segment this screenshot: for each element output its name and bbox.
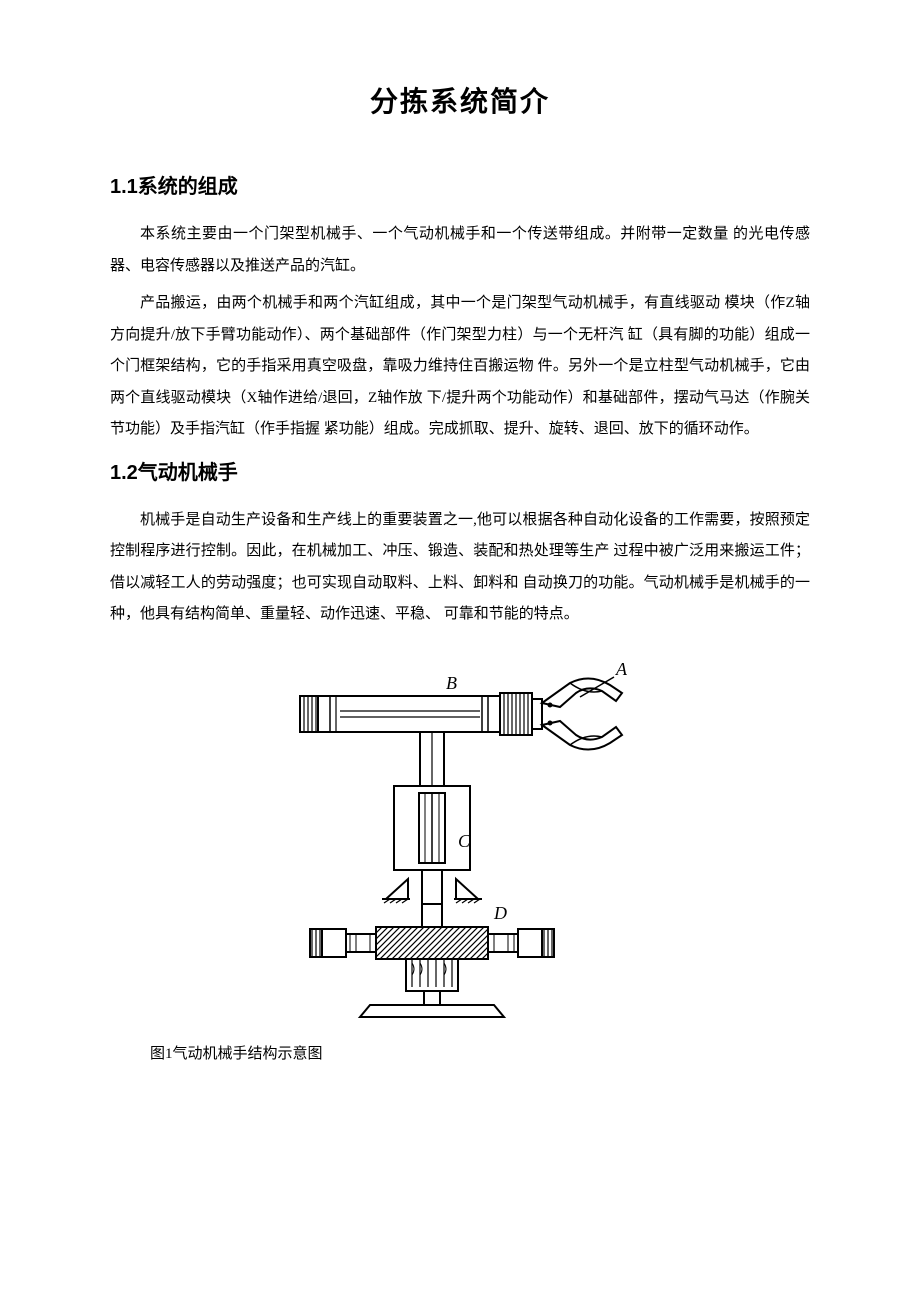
section-1-heading: 1.1系统的组成 xyxy=(110,170,810,199)
figure-1-caption: 图1气动机械手结构示意图 xyxy=(110,1042,810,1063)
diagram-label-A: A xyxy=(615,661,628,679)
rotary-base xyxy=(360,959,504,1017)
vertical-column xyxy=(420,732,444,786)
diagram-label-D: D xyxy=(493,903,507,923)
pneumatic-manipulator-diagram: B A C D xyxy=(270,661,650,1031)
section-2-para-1: 机械手是自动生产设备和生产线上的重要装置之一,他可以根据各种自动化设备的工作需要… xyxy=(110,505,810,631)
diagram-label-C: C xyxy=(458,831,471,851)
screw-actuator-D xyxy=(310,904,554,959)
gripper-A xyxy=(542,678,622,749)
section-2-heading: 1.2气动机械手 xyxy=(110,456,810,485)
arm-cylinder-B xyxy=(300,693,542,735)
diagram-label-B: B xyxy=(446,673,457,693)
section-1-para-1: 本系统主要由一个门架型机械手、一个气动机械手和一个传送带组成。并附带一定数量 的… xyxy=(110,219,810,282)
guide-block-C xyxy=(394,786,470,870)
figure-1: B A C D 图1气动机械手结构示意图 xyxy=(110,661,810,1063)
section-1-para-2: 产品搬运，由两个机械手和两个汽缸组成，其中一个是门架型气动机械手，有直线驱动 模… xyxy=(110,288,810,446)
lower-column xyxy=(382,870,482,904)
document-title: 分拣系统简介 xyxy=(110,80,810,120)
